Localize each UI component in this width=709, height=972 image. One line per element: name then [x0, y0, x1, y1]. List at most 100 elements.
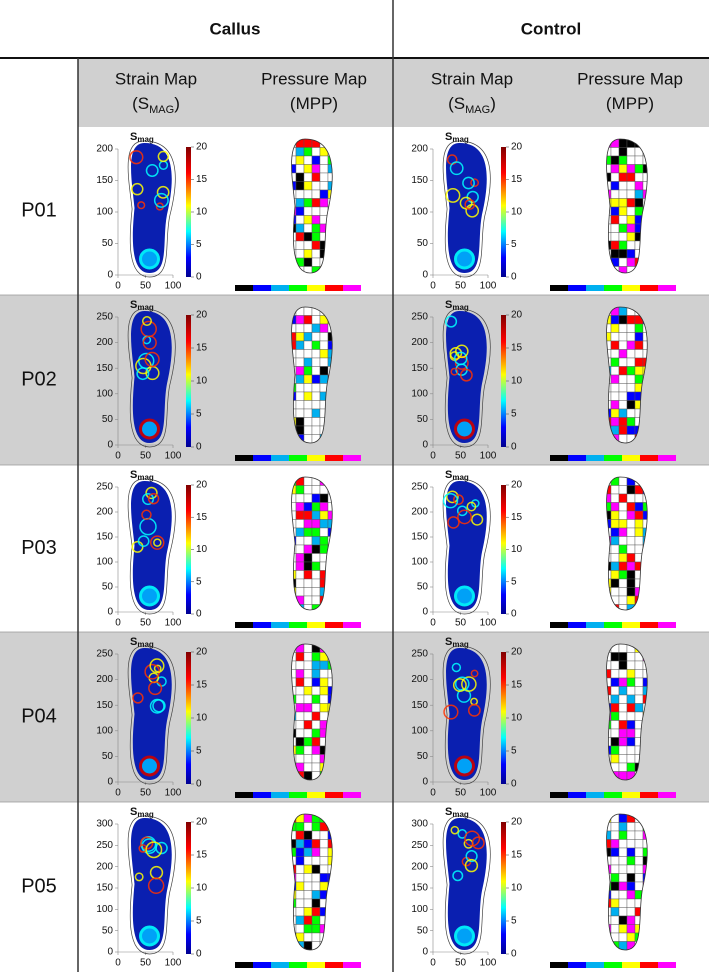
row-label: P03 [21, 537, 57, 559]
colorbar-tick-label: 0 [511, 949, 517, 960]
pressure-cell [606, 898, 612, 908]
pressure-cell [651, 545, 659, 554]
y-tick-label: 250 [411, 649, 428, 660]
strain-foot [446, 481, 487, 610]
pressure-cell [610, 147, 620, 157]
pressure-cell [311, 694, 321, 704]
strain-label: Smag [130, 806, 154, 819]
pressure-legend-swatch [343, 792, 361, 798]
pressure-cell [618, 881, 628, 891]
pressure-cell [280, 925, 288, 934]
pressure-cell [311, 266, 321, 273]
pressure-cell [319, 881, 329, 891]
pressure-cell [595, 545, 603, 554]
pressure-cell [606, 604, 612, 610]
pressure-cell [295, 366, 305, 376]
pressure-cell [291, 932, 297, 942]
pressure-cell [319, 181, 329, 191]
pressure-cell [303, 340, 313, 350]
pressure-legend-swatch [586, 792, 604, 798]
pressure-cell [626, 485, 636, 495]
pressure-cell [295, 728, 305, 738]
pressure-cell [618, 198, 628, 208]
pressure-cell [626, 502, 636, 512]
pressure-cell [618, 215, 628, 225]
x-tick-label: 0 [115, 958, 121, 969]
pressure-cell [311, 898, 321, 908]
row-label: P05 [21, 875, 57, 897]
pressure-cell [610, 587, 620, 597]
pressure-cell [642, 881, 648, 891]
pressure-cell [336, 942, 344, 951]
pressure-cell [651, 933, 659, 942]
strain-hotspot [129, 150, 144, 165]
pressure-cell [303, 839, 313, 849]
pressure-cell [618, 669, 628, 679]
pressure-cell [606, 578, 612, 588]
pressure-cell [336, 520, 344, 529]
pressure-legend-swatch [271, 622, 289, 628]
x-tick-label: 100 [165, 788, 182, 799]
pressure-cell [651, 199, 659, 208]
x-tick-label: 50 [455, 281, 467, 292]
pressure-cell [336, 207, 344, 216]
pressure-cell [618, 561, 628, 571]
pressure-cell [618, 737, 628, 747]
pressure-cell [626, 147, 636, 157]
pressure-cell [311, 257, 321, 267]
y-tick-label: 250 [411, 482, 428, 493]
pressure-cell [606, 595, 612, 605]
pressure-cell [634, 493, 644, 503]
y-tick-label: 200 [411, 674, 428, 685]
pressure-cell [595, 494, 603, 503]
row-label: P04 [21, 705, 57, 727]
pressure-cell [291, 595, 297, 605]
pressure-cell [651, 190, 659, 199]
pressure-cell [303, 400, 313, 410]
pressure-cell [634, 907, 644, 917]
pressure-cell [295, 669, 305, 679]
strain-hotspot [454, 755, 475, 777]
colorbar [186, 485, 191, 614]
pressure-cell [319, 536, 329, 546]
pressure-cell [606, 553, 612, 563]
pressure-cell [280, 165, 288, 174]
pressure-cell [311, 249, 321, 259]
colorbar [501, 485, 506, 614]
colorbar-tick-label: 20 [511, 647, 523, 658]
pressure-cell [291, 578, 297, 588]
strain-hotspot [453, 494, 464, 505]
pressure-cell [311, 502, 321, 512]
foot-outline [127, 815, 176, 955]
pressure-legend-swatch [568, 962, 586, 968]
pressure-cell [618, 232, 628, 242]
foot-outline [127, 478, 176, 615]
colorbar-tick-label: 10 [511, 544, 523, 555]
pressure-cell [595, 814, 603, 823]
colorbar-tick-label: 20 [511, 480, 523, 491]
pressure-cell [610, 383, 620, 393]
pressure-cell [634, 172, 644, 182]
pressure-cell [291, 941, 297, 950]
y-tick-label: 100 [411, 388, 428, 399]
pressure-cell [606, 570, 612, 580]
pressure-cell [336, 199, 344, 208]
pressure-cell [319, 703, 329, 713]
strain-hotspot [462, 176, 475, 190]
strain-hotspot [139, 925, 160, 947]
strain-hotspot [145, 841, 163, 859]
pressure-cell [651, 891, 659, 900]
pressure-cell [336, 528, 344, 537]
pressure-cell [336, 267, 344, 276]
pressure-cell [336, 148, 344, 157]
pressure-cell [610, 366, 620, 376]
pressure-cell [336, 840, 344, 849]
pressure-cell [618, 822, 628, 832]
pressure-cell [651, 148, 659, 157]
pressure-cell [336, 537, 344, 546]
pressure-cell [303, 332, 313, 342]
pressure-cell [642, 266, 648, 273]
content: Strain Map(SMAG)Pressure Map(MPP)Strain … [21, 69, 683, 968]
colorbar-tick-label: 15 [196, 174, 208, 185]
pressure-cell [610, 323, 620, 333]
